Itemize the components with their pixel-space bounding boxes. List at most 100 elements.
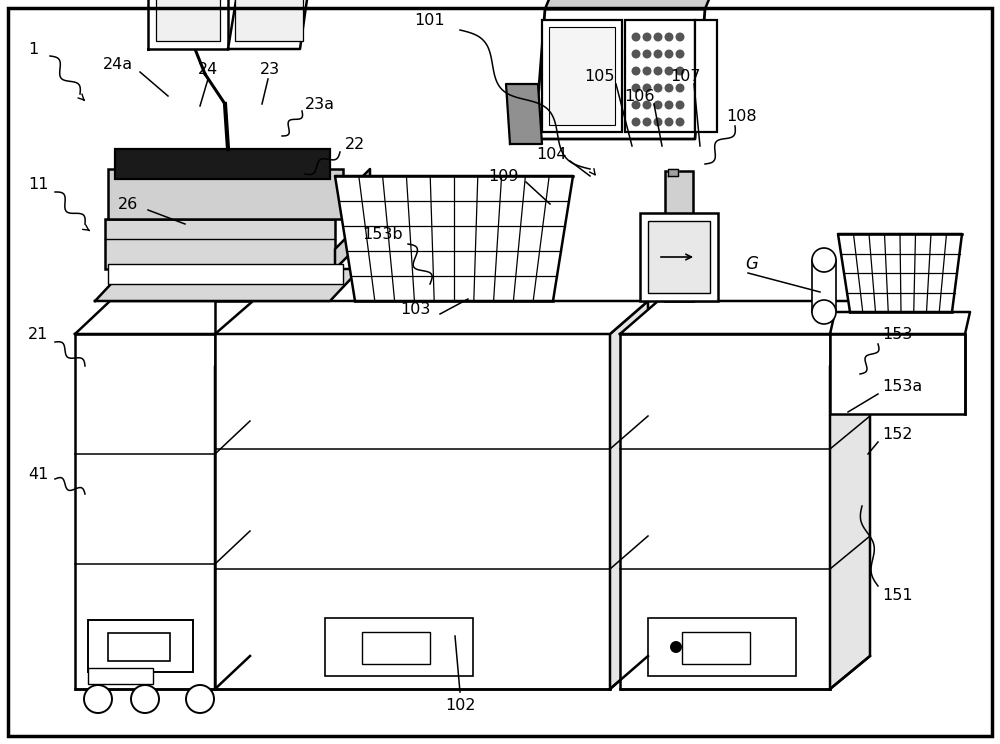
Circle shape	[812, 248, 836, 272]
Bar	[549, 27, 615, 125]
Bar	[75, 334, 215, 689]
Text: 41: 41	[28, 466, 48, 481]
Bar	[542, 20, 622, 132]
Circle shape	[654, 85, 662, 92]
Circle shape	[676, 85, 684, 92]
Text: 23a: 23a	[305, 97, 335, 112]
Circle shape	[666, 85, 672, 92]
Polygon shape	[343, 169, 370, 219]
Circle shape	[671, 642, 681, 652]
Text: 153a: 153a	[882, 379, 922, 394]
Bar	[648, 221, 710, 293]
Bar	[620, 334, 830, 689]
Circle shape	[666, 118, 672, 126]
Circle shape	[644, 101, 650, 109]
Text: 108: 108	[727, 109, 757, 124]
Bar	[362, 632, 430, 664]
Circle shape	[633, 33, 640, 40]
Text: 105: 105	[585, 68, 615, 83]
Bar	[695, 20, 717, 132]
Circle shape	[676, 118, 684, 126]
Text: 21: 21	[28, 327, 48, 341]
Circle shape	[644, 68, 650, 74]
Circle shape	[633, 51, 640, 57]
Text: 107: 107	[670, 68, 700, 83]
Text: 102: 102	[445, 699, 475, 713]
Polygon shape	[610, 301, 648, 689]
Polygon shape	[838, 234, 962, 312]
Text: 153: 153	[882, 327, 912, 341]
Polygon shape	[335, 219, 365, 269]
Text: 24a: 24a	[103, 57, 133, 71]
Polygon shape	[830, 312, 970, 334]
Bar	[682, 632, 750, 664]
Polygon shape	[335, 176, 573, 301]
Bar	[108, 264, 343, 284]
Polygon shape	[545, 0, 712, 9]
Polygon shape	[506, 84, 542, 144]
Bar	[88, 668, 153, 684]
Polygon shape	[620, 301, 870, 334]
Text: 22: 22	[345, 136, 365, 152]
Circle shape	[633, 85, 640, 92]
Bar	[648, 618, 796, 676]
Bar	[108, 169, 343, 219]
Circle shape	[644, 51, 650, 57]
Text: 104: 104	[537, 147, 567, 161]
Circle shape	[666, 33, 672, 40]
Circle shape	[654, 118, 662, 126]
Text: 151: 151	[882, 589, 913, 603]
Circle shape	[676, 101, 684, 109]
Circle shape	[654, 33, 662, 40]
Polygon shape	[215, 301, 648, 334]
Polygon shape	[75, 301, 250, 334]
Circle shape	[676, 68, 684, 74]
Bar	[235, 0, 303, 41]
Bar	[156, 0, 220, 41]
Circle shape	[676, 51, 684, 57]
Circle shape	[654, 51, 662, 57]
Text: 106: 106	[625, 89, 655, 103]
Bar	[640, 213, 718, 301]
Circle shape	[644, 33, 650, 40]
Text: 23: 23	[260, 62, 280, 77]
Circle shape	[666, 51, 672, 57]
Bar	[105, 219, 335, 269]
Circle shape	[654, 68, 662, 74]
Bar	[88, 620, 193, 672]
Circle shape	[633, 68, 640, 74]
Bar	[115, 149, 330, 179]
Text: 24: 24	[198, 62, 218, 77]
Polygon shape	[830, 334, 870, 689]
Bar	[215, 301, 610, 689]
Text: 11: 11	[28, 176, 48, 191]
Polygon shape	[228, 0, 312, 49]
Circle shape	[654, 101, 662, 109]
Text: 153b: 153b	[363, 226, 403, 242]
Circle shape	[84, 685, 112, 713]
Polygon shape	[668, 169, 678, 176]
Circle shape	[186, 685, 214, 713]
Text: 1: 1	[28, 42, 38, 57]
Text: 101: 101	[415, 13, 445, 28]
Circle shape	[131, 685, 159, 713]
Circle shape	[666, 68, 672, 74]
Bar	[325, 618, 473, 676]
Bar	[830, 334, 965, 414]
Bar	[812, 260, 836, 312]
Text: 152: 152	[882, 426, 912, 441]
Text: G: G	[746, 255, 758, 273]
Bar	[625, 20, 695, 132]
Bar	[108, 633, 170, 661]
Polygon shape	[535, 9, 705, 139]
Text: 103: 103	[400, 301, 430, 316]
Polygon shape	[148, 0, 228, 49]
Text: 26: 26	[118, 196, 138, 211]
Text: 109: 109	[488, 168, 518, 184]
Polygon shape	[95, 269, 360, 301]
Circle shape	[666, 101, 672, 109]
Polygon shape	[215, 334, 250, 689]
Circle shape	[633, 101, 640, 109]
Circle shape	[812, 300, 836, 324]
Circle shape	[676, 33, 684, 40]
